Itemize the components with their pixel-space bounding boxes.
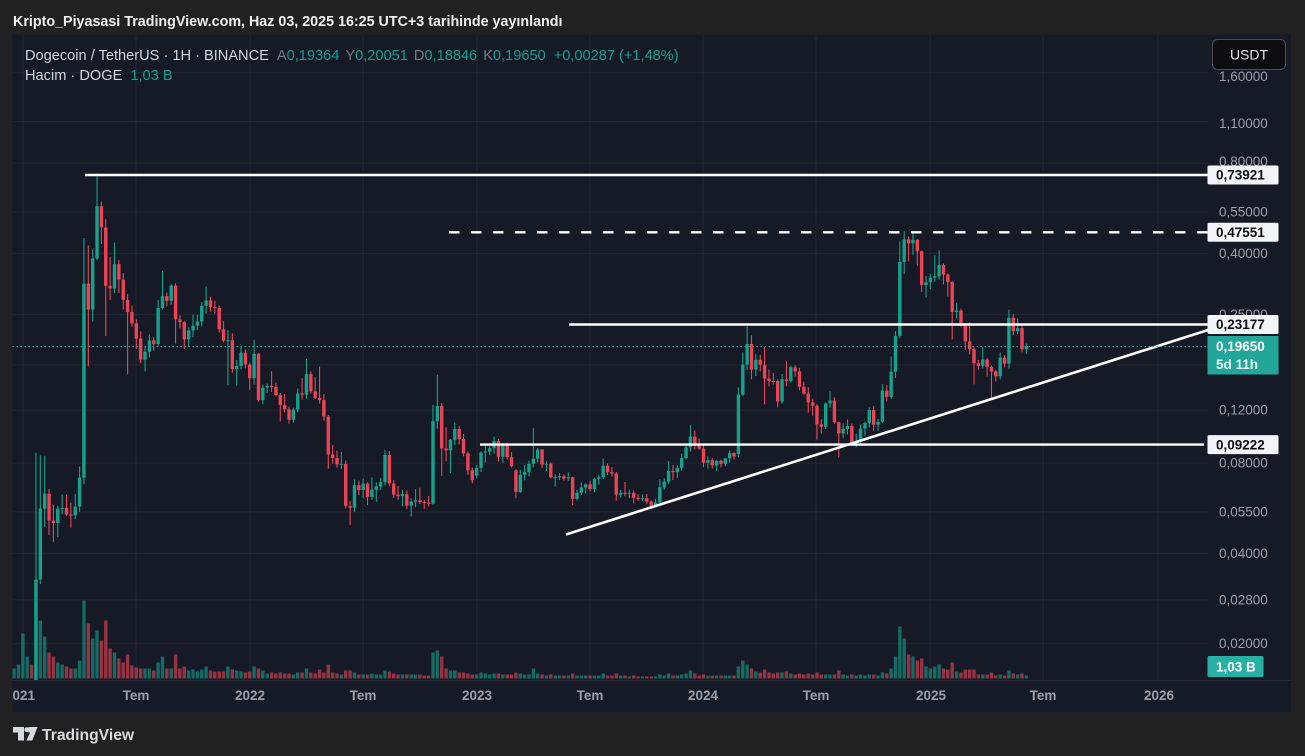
svg-text:2023: 2023 — [462, 688, 493, 703]
svg-text:Dogecoin / TetherUS · 1H · BIN: Dogecoin / TetherUS · 1H · BINANCE A0,193… — [25, 48, 679, 64]
svg-text:0,05500: 0,05500 — [1219, 504, 1268, 519]
svg-text:2022: 2022 — [235, 688, 265, 703]
svg-text:1,60000: 1,60000 — [1219, 69, 1268, 84]
svg-text:0,40000: 0,40000 — [1219, 246, 1268, 261]
svg-text:1,10000: 1,10000 — [1219, 116, 1268, 131]
svg-text:0,02000: 0,02000 — [1219, 636, 1268, 651]
svg-text:USDT: USDT — [1230, 47, 1269, 63]
svg-text:2025: 2025 — [916, 688, 947, 703]
svg-text:Kripto_Piyasasi TradingView.co: Kripto_Piyasasi TradingView.com, Haz 03,… — [13, 14, 562, 30]
svg-text:0,73921: 0,73921 — [1216, 168, 1265, 183]
svg-text:5d 11h: 5d 11h — [1216, 357, 1258, 372]
svg-text:Tem: Tem — [350, 688, 377, 703]
svg-text:TradingView: TradingView — [42, 727, 135, 744]
svg-text:0,55000: 0,55000 — [1219, 204, 1268, 219]
svg-text:0,12000: 0,12000 — [1219, 403, 1268, 418]
svg-text:0,47551: 0,47551 — [1216, 225, 1265, 240]
svg-text:0,02800: 0,02800 — [1219, 592, 1268, 607]
svg-text:Tem: Tem — [577, 688, 604, 703]
svg-text:2024: 2024 — [688, 688, 719, 703]
svg-text:0,19650: 0,19650 — [1216, 339, 1265, 354]
svg-text:1,03 B: 1,03 B — [1216, 660, 1256, 675]
svg-text:Hacim · DOGE 1,03 B: Hacim · DOGE 1,03 B — [25, 68, 173, 84]
svg-text:0,80000: 0,80000 — [1219, 154, 1268, 169]
svg-text:Tem: Tem — [123, 688, 150, 703]
svg-text:021: 021 — [13, 688, 36, 703]
svg-text:Tem: Tem — [803, 688, 830, 703]
svg-text:Tem: Tem — [1030, 688, 1057, 703]
svg-text:0,08000: 0,08000 — [1219, 456, 1268, 471]
svg-text:0,04000: 0,04000 — [1219, 546, 1268, 561]
svg-text:0,23177: 0,23177 — [1216, 317, 1265, 332]
svg-text:2026: 2026 — [1144, 688, 1175, 703]
svg-text:0,09222: 0,09222 — [1216, 437, 1265, 452]
